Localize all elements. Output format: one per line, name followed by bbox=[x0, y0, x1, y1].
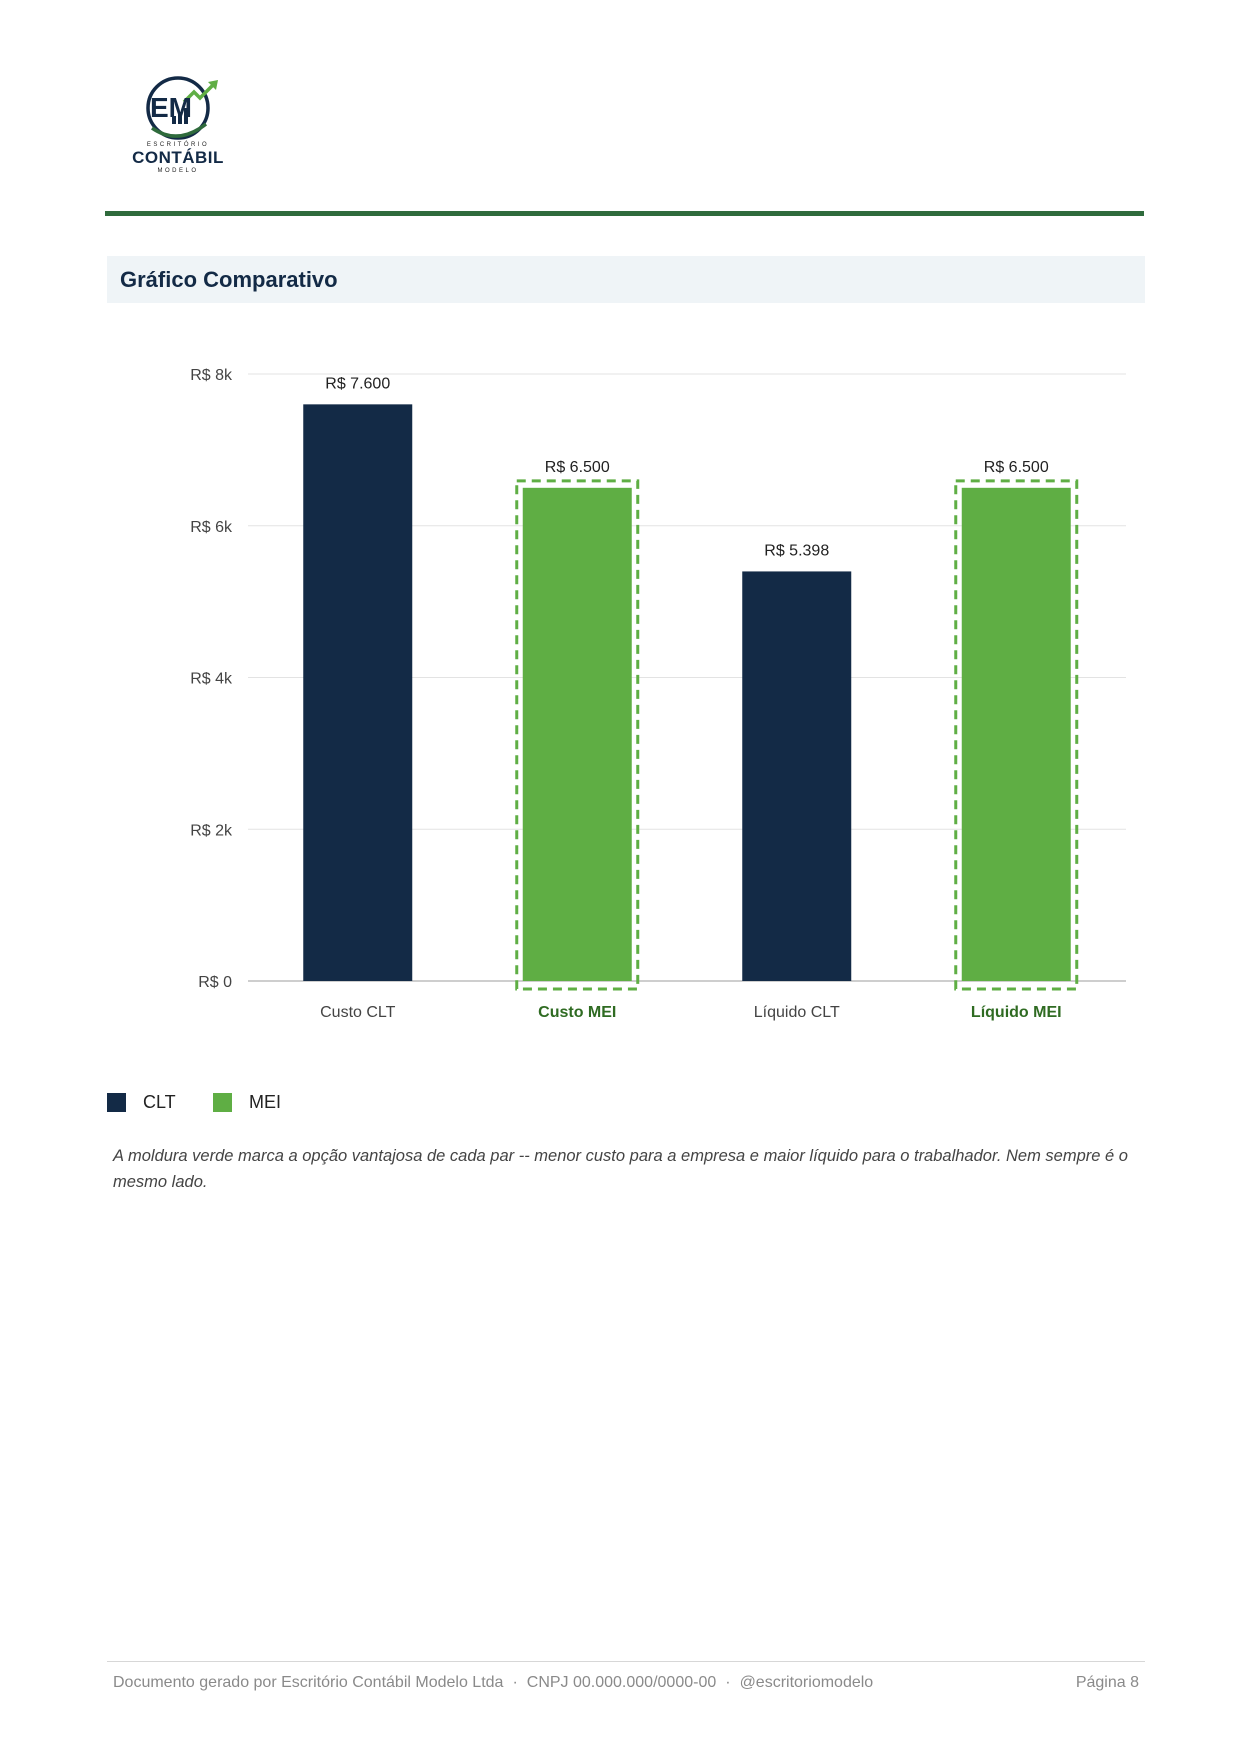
bar-l-quido-clt bbox=[742, 571, 852, 981]
comparison-bar-chart: R$ 0 R$ 2k R$ 4k R$ 6k R$ 8k R$ 7.600 Custo CL… bbox=[190, 367, 1126, 1021]
y-tick-label: R$ 4k bbox=[190, 671, 233, 688]
footer-separator: · bbox=[725, 1674, 731, 1691]
x-tick-label: Custo MEI bbox=[538, 1004, 616, 1021]
logo-letters: EM bbox=[150, 92, 192, 123]
data-label: R$ 6.500 bbox=[984, 459, 1049, 476]
data-label: R$ 6.500 bbox=[545, 459, 610, 476]
legend-item-clt: CLT bbox=[107, 1092, 176, 1113]
section-title: Gráfico Comparativo bbox=[107, 256, 1145, 303]
page-number: Página 8 bbox=[1075, 1674, 1139, 1691]
chart-note: A moldura verde marca a opção vantajosa … bbox=[113, 1147, 1128, 1191]
x-tick-label: Líquido CLT bbox=[754, 1004, 840, 1021]
footer-divider bbox=[107, 1661, 1145, 1662]
x-tick-label: Líquido MEI bbox=[971, 1004, 1062, 1021]
footer-handle: @escritoriomodelo bbox=[739, 1674, 874, 1691]
bar-l-quido-mei bbox=[961, 487, 1071, 981]
logo-text-main: CONTÁBIL bbox=[132, 148, 224, 167]
company-logo: EM ESCRITÓRIO CONTÁBIL MODELO bbox=[128, 72, 228, 182]
legend-swatch-clt bbox=[107, 1093, 126, 1112]
footer-separator: · bbox=[512, 1674, 518, 1691]
x-tick-label: Custo CLT bbox=[320, 1004, 396, 1021]
y-tick-label: R$ 2k bbox=[190, 822, 233, 839]
footer: Documento gerado por Escritório Contábil… bbox=[113, 1674, 1139, 1692]
logo-text-sub: MODELO bbox=[157, 168, 199, 174]
highlight-frame bbox=[515, 479, 640, 991]
legend-label-clt: CLT bbox=[143, 1092, 176, 1112]
header-divider bbox=[105, 211, 1144, 216]
legend-swatch-mei bbox=[213, 1093, 232, 1112]
y-tick-label: R$ 8k bbox=[190, 367, 233, 384]
bar-custo-mei bbox=[522, 487, 632, 981]
data-label: R$ 7.600 bbox=[325, 375, 390, 392]
y-tick-label: R$ 0 bbox=[198, 974, 232, 991]
logo-emblem-icon: EM bbox=[146, 76, 218, 140]
logo-text-top: ESCRITÓRIO bbox=[146, 142, 210, 148]
data-label: R$ 5.398 bbox=[764, 542, 829, 559]
footer-cnpj: CNPJ 00.000.000/0000-00 bbox=[526, 1674, 717, 1691]
y-tick-label: R$ 6k bbox=[190, 519, 233, 536]
highlight-frame bbox=[954, 479, 1079, 991]
legend-item-mei: MEI bbox=[213, 1092, 281, 1113]
bar-custo-clt bbox=[303, 404, 413, 982]
footer-company: Documento gerado por Escritório Contábil… bbox=[113, 1674, 504, 1691]
legend-label-mei: MEI bbox=[249, 1092, 282, 1112]
